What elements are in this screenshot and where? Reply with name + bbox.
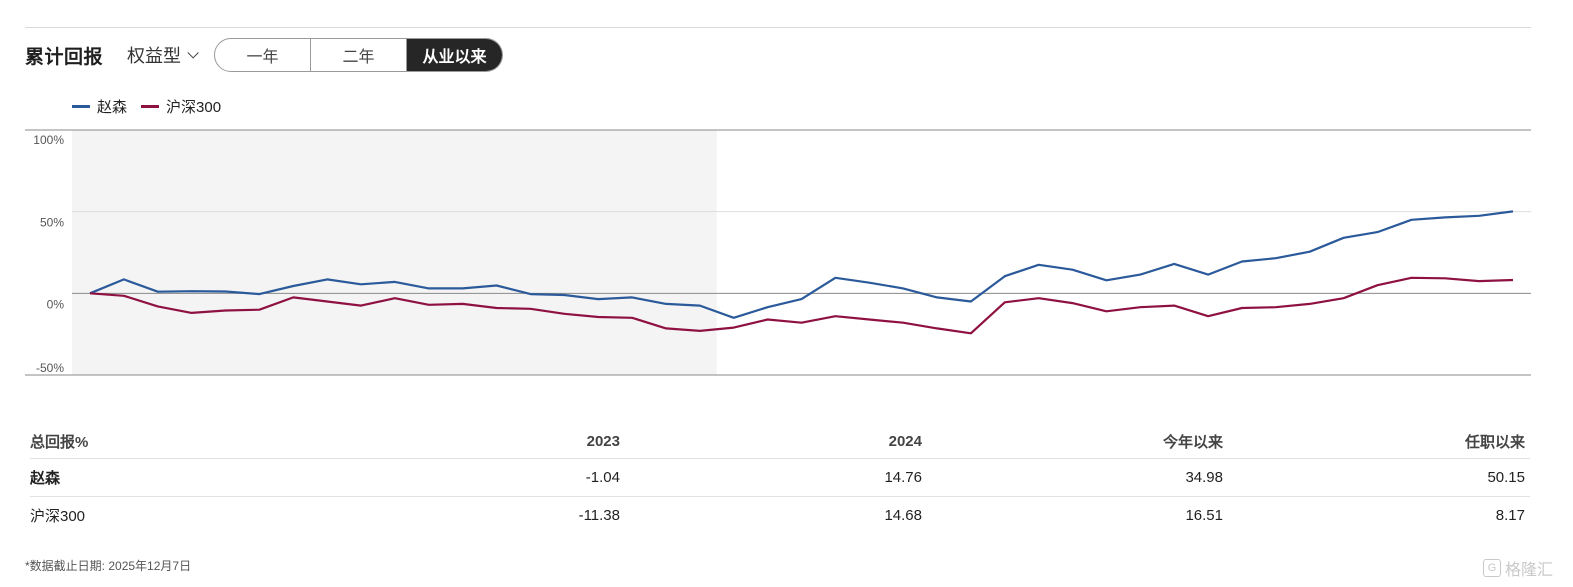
legend-swatch-manager <box>72 105 90 108</box>
y-tick-label: 100% <box>33 133 64 147</box>
table-cell: -11.38 <box>578 507 620 524</box>
table-row: 沪深300 -11.38 14.68 16.51 8.17 <box>30 497 1530 534</box>
top-divider <box>25 27 1531 28</box>
y-tick-label: 0% <box>47 297 65 311</box>
series-line-manager <box>89 210 1514 319</box>
table-header-cell: 2023 <box>586 432 620 450</box>
table-row: 赵森 -1.04 14.76 34.98 50.15 <box>30 459 1530 497</box>
watermark: G 格隆汇 <box>1482 556 1553 580</box>
returns-table: 总回报% 2023 2024 今年以来 任职以来 赵森 -1.04 14.76 … <box>30 424 1530 534</box>
fund-type-dropdown[interactable]: 权益型 <box>127 42 199 68</box>
legend-item-manager[interactable]: 赵森 <box>72 96 127 117</box>
section-title: 累计回报 <box>25 46 104 68</box>
chart-legend: 赵森 沪深300 <box>72 96 235 117</box>
y-tick-label: -50% <box>36 361 64 375</box>
chart-header: 累计回报 权益型 一年 二年 从业以来 <box>25 38 504 72</box>
table-cell: 50.15 <box>1487 469 1525 486</box>
table-cell: -1.04 <box>585 469 620 486</box>
table-cell: 16.51 <box>1185 507 1223 524</box>
table-cell: 34.98 <box>1185 469 1223 486</box>
footnote-date: 2025年12月7日 <box>108 559 192 573</box>
table-header-row: 总回报% 2023 2024 今年以来 任职以来 <box>30 424 1530 459</box>
legend-label-index: 沪深300 <box>166 99 222 116</box>
table-cell: 14.76 <box>884 469 922 486</box>
data-cutoff-note: *数据截止日期: 2025年12月7日 <box>25 557 191 574</box>
table-header-cell: 2024 <box>888 432 922 450</box>
table-header-cell: 总回报% <box>30 433 89 451</box>
watermark-logo-icon: G <box>1482 559 1501 577</box>
tab-since-start[interactable]: 从业以来 <box>407 39 503 71</box>
period-tabs: 一年 二年 从业以来 <box>214 38 504 72</box>
table-cell: 14.68 <box>884 507 922 524</box>
fund-type-label: 权益型 <box>127 46 182 66</box>
y-tick-label: 50% <box>40 216 64 230</box>
watermark-text: 格隆汇 <box>1504 562 1553 579</box>
footnote-label: *数据截止日期: <box>25 559 106 573</box>
series-line-index <box>89 276 1514 335</box>
row-name: 赵森 <box>30 470 61 487</box>
row-name: 沪深300 <box>30 508 86 525</box>
chevron-down-icon <box>187 47 199 59</box>
legend-label-manager: 赵森 <box>97 99 128 116</box>
table-header-cell: 任职以来 <box>1464 433 1525 451</box>
tab-one-year[interactable]: 一年 <box>215 39 312 71</box>
table-cell: 8.17 <box>1495 507 1525 524</box>
cumulative-return-chart: -50% 0% 50% 100% <box>25 129 1531 376</box>
legend-item-index[interactable]: 沪深300 <box>141 96 221 117</box>
tab-two-years[interactable]: 二年 <box>311 39 408 71</box>
shaded-period <box>72 130 717 375</box>
table-header-cell: 今年以来 <box>1162 433 1223 451</box>
legend-swatch-index <box>141 105 160 108</box>
